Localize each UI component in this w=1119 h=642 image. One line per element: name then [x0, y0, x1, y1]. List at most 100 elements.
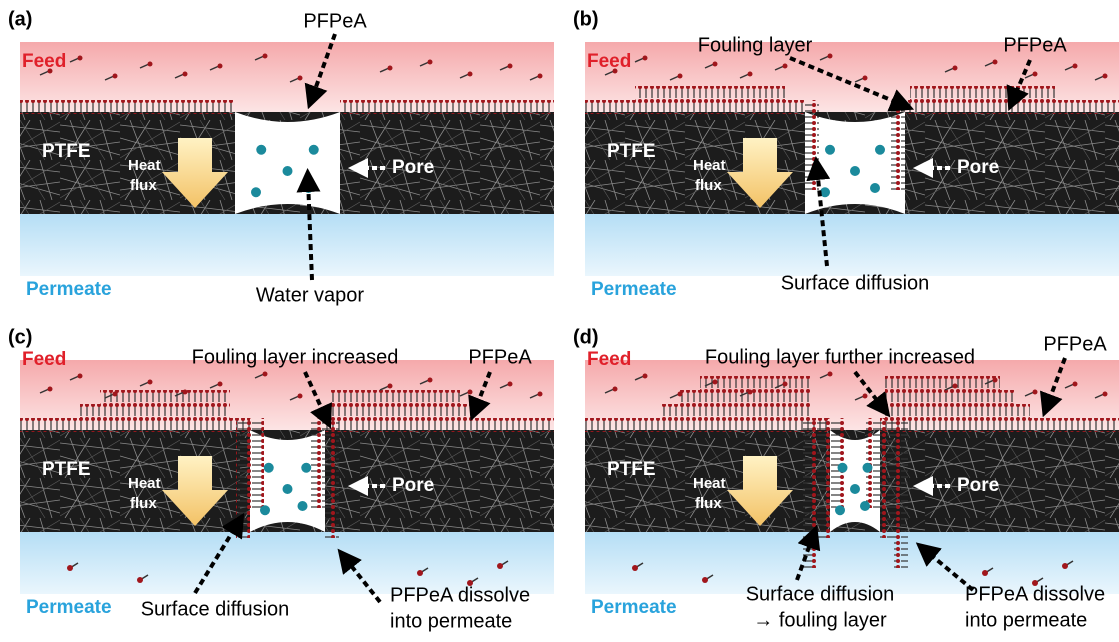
molecule-head — [48, 387, 53, 392]
molecule-head — [67, 565, 73, 571]
water-vapor — [298, 501, 308, 511]
annotation: PFPeA — [1003, 34, 1067, 56]
water-vapor — [264, 463, 274, 473]
molecule-head — [183, 72, 188, 77]
fouling-layer — [885, 376, 1000, 390]
molecule-head — [643, 374, 648, 379]
permeate-label: Permeate — [591, 279, 677, 300]
membrane-label: PTFE — [607, 459, 656, 480]
pore-label: Pore — [957, 475, 999, 496]
fouling-layer — [250, 418, 264, 508]
molecule-head — [982, 570, 988, 576]
water-vapor — [875, 145, 885, 155]
fouling-layer — [910, 86, 1055, 100]
heat-label: Heat — [693, 475, 726, 492]
molecule-head — [263, 54, 268, 59]
molecule-head — [643, 56, 648, 61]
annotation: PFPeA dissolve — [965, 583, 1105, 605]
annotation: Water vapor — [256, 284, 365, 306]
heat-label: Heat — [128, 157, 161, 174]
molecule-head — [388, 66, 393, 71]
water-vapor — [256, 145, 266, 155]
molecule-head — [953, 384, 958, 389]
feed-label: Feed — [22, 51, 66, 72]
water-vapor — [835, 505, 845, 515]
fouling-layer — [802, 418, 816, 568]
fouling-layer — [236, 418, 250, 538]
heat-label: flux — [130, 177, 157, 194]
permeate-solution — [585, 214, 1119, 276]
water-vapor — [283, 484, 293, 494]
fouling-layer — [894, 418, 908, 568]
molecule-head — [113, 74, 118, 79]
fouling-layer — [311, 418, 325, 508]
figure: Heatflux(a)FeedPTFEPorePermeatePFPeAWate… — [0, 0, 1119, 637]
annotation: Fouling layer — [698, 34, 813, 56]
water-vapor — [870, 183, 880, 193]
fouling-layer — [80, 404, 230, 418]
water-vapor — [260, 505, 270, 515]
water-vapor — [850, 484, 860, 494]
fouling-layer — [585, 418, 830, 432]
panel-label: (b) — [573, 8, 599, 30]
pore — [805, 112, 905, 214]
heat-label: flux — [695, 495, 722, 512]
fouling-layer — [635, 86, 785, 100]
feed-label: Feed — [587, 51, 631, 72]
annotation: Fouling layer further increased — [705, 346, 975, 368]
molecule-head — [828, 54, 833, 59]
molecule-head — [538, 392, 543, 397]
fouling-layer — [680, 390, 810, 404]
annotation: into permeate — [390, 610, 512, 632]
water-vapor — [838, 463, 848, 473]
heat-label: Heat — [693, 157, 726, 174]
membrane-label: PTFE — [42, 459, 91, 480]
molecule-head — [863, 76, 868, 81]
molecule-head — [993, 60, 998, 65]
heat-label: flux — [130, 495, 157, 512]
molecule-head — [993, 378, 998, 383]
annotation: PFPeA — [303, 10, 367, 32]
panel-label: (d) — [573, 326, 599, 348]
molecule-head — [1073, 64, 1078, 69]
membrane-label: PTFE — [607, 141, 656, 162]
water-vapor — [863, 463, 873, 473]
molecule-head — [78, 374, 83, 379]
panel: Heatflux(c)FeedPTFEPorePermeateFouling l… — [8, 326, 554, 632]
fouling-layer — [880, 418, 1119, 432]
molecule-head — [468, 390, 473, 395]
molecule-head — [702, 577, 708, 583]
fouling-layer — [885, 404, 1030, 418]
molecule-head — [428, 60, 433, 65]
molecule-head — [497, 563, 503, 569]
fouling-layer — [816, 418, 830, 538]
molecule-head — [713, 380, 718, 385]
water-vapor — [301, 463, 311, 473]
water-vapor — [860, 501, 870, 511]
fouling-layer — [20, 100, 235, 114]
annotation: Surface diffusion — [746, 583, 895, 605]
molecule-head — [678, 74, 683, 79]
pore-label: Pore — [957, 157, 999, 178]
molecule-head — [713, 62, 718, 67]
molecule-head — [1073, 382, 1078, 387]
annotation: PFPeA — [468, 346, 532, 368]
membrane-label: PTFE — [42, 141, 91, 162]
molecule-head — [183, 390, 188, 395]
water-vapor — [283, 166, 293, 176]
water-vapor — [825, 145, 835, 155]
molecule-head — [613, 387, 618, 392]
annotation: → fouling layer — [753, 609, 887, 631]
fouling-layer — [100, 390, 230, 404]
annotation: Surface diffusion — [781, 272, 930, 294]
molecule-head — [783, 382, 788, 387]
molecule-head — [218, 382, 223, 387]
fouling-layer — [340, 100, 554, 114]
annotation: Fouling layer increased — [192, 346, 399, 368]
fouling-layer — [330, 404, 475, 418]
permeate-label: Permeate — [591, 597, 677, 618]
fouling-layer — [905, 100, 1119, 114]
molecule-head — [748, 390, 753, 395]
molecule-head — [1103, 74, 1108, 79]
